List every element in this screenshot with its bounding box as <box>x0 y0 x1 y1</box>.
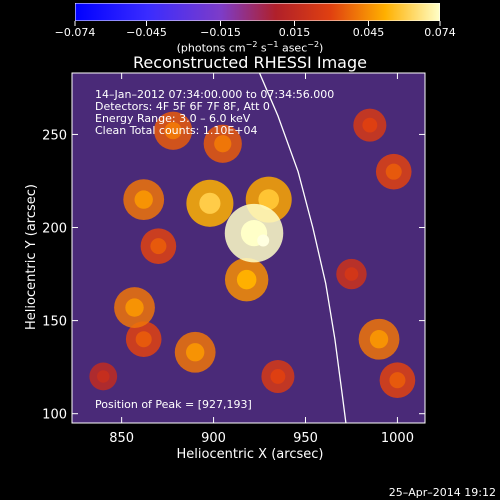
chart-title: Reconstructed RHESSI Image <box>133 53 367 72</box>
emission-source-core <box>258 189 280 210</box>
colorbar-unit: (photons cm−2 s−1 asec−2) <box>176 40 324 55</box>
emission-source-core <box>389 372 406 389</box>
colorbar-tick-label: 0.015 <box>279 26 311 39</box>
y-tick-label: 100 <box>42 408 67 423</box>
x-axis-label: Heliocentric X (arcsec) <box>176 447 324 462</box>
colorbar-tick-label: −0.015 <box>200 26 241 39</box>
x-tick-label: 1000 <box>381 431 414 446</box>
emission-source-core <box>199 192 221 214</box>
colorbar-gradient <box>75 3 440 21</box>
y-tick-label: 150 <box>42 315 67 330</box>
y-tick-label: 200 <box>42 222 67 237</box>
emission-source-core <box>385 163 402 180</box>
emission-source-core <box>97 370 110 383</box>
peak-position-label: Position of Peak = [927,193] <box>95 398 252 411</box>
x-tick-label: 850 <box>109 431 134 446</box>
emission-source-core <box>186 343 205 362</box>
colorbar-tick-label: −0.074 <box>55 26 96 39</box>
emission-source-core <box>125 298 144 317</box>
info-time-range: 14–Jan–2012 07:34:00.000 to 07:34:56.000 <box>95 88 335 101</box>
emission-source-core <box>270 369 286 384</box>
emission-source-core <box>236 269 257 290</box>
emission-source-core <box>344 267 359 281</box>
y-axis-label: Heliocentric Y (arcsec) <box>24 184 39 330</box>
info-total-counts: Clean Total counts: 1.10E+04 <box>95 124 258 137</box>
x-tick-label: 950 <box>293 431 318 446</box>
emission-source-core <box>369 330 389 349</box>
peak-marker <box>257 234 270 247</box>
plot-frame <box>71 72 426 424</box>
emission-source-core <box>362 117 378 133</box>
emission-source-core <box>150 238 167 255</box>
info-energy-range: Energy Range: 3.0 – 6.0 keV <box>95 112 251 125</box>
y-tick-label: 250 <box>42 128 67 143</box>
emission-source-core <box>134 190 153 209</box>
x-tick-label: 900 <box>201 431 226 446</box>
emission-source-core <box>214 135 232 153</box>
footer-timestamp: 25–Apr–2014 19:12 <box>388 486 496 499</box>
emission-source-core <box>135 331 152 348</box>
colorbar-tick-label: −0.045 <box>126 26 167 39</box>
colorbar-ticks: −0.074 −0.045 −0.015 0.015 0.045 0.074 <box>55 21 456 39</box>
colorbar-tick-label: 0.074 <box>424 26 456 39</box>
solar-limb <box>258 73 347 423</box>
info-detectors: Detectors: 4F 5F 6F 7F 8F, Att 0 <box>95 100 270 113</box>
colorbar-tick-label: 0.045 <box>353 26 385 39</box>
emission-source-core <box>164 122 182 140</box>
